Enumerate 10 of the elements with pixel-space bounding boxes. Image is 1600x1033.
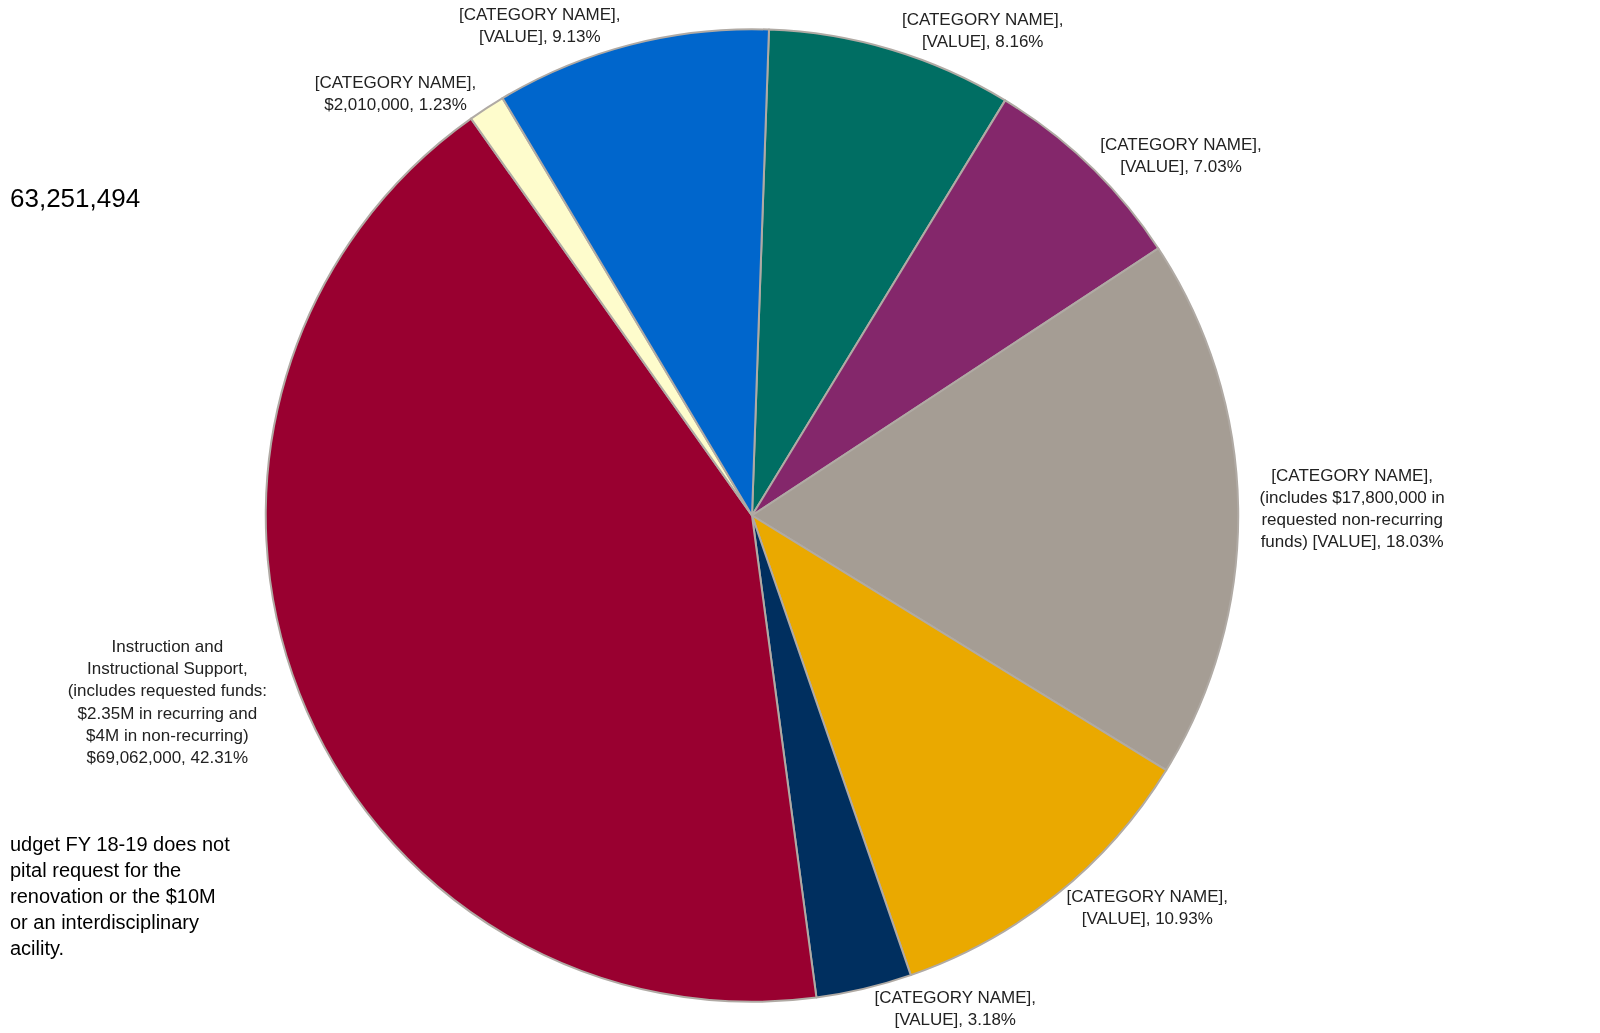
text: 63,251,494 [10, 183, 141, 213]
slice-label: [CATEGORY NAME], [VALUE], 10.93% [1066, 886, 1229, 928]
slice-label: [CATEGORY NAME], [VALUE], 9.13% [458, 4, 621, 46]
slice-label: [CATEGORY NAME], [VALUE], 3.18% [874, 987, 1036, 1029]
slice-label: [CATEGORY NAME], (includes $17,800,000 in requested non-recurring funds) [VALUE], 18.03% [1259, 465, 1445, 551]
slice-label: [CATEGORY NAME], $2,010,000, 1.23% [314, 73, 477, 115]
slice-label: [CATEGORY NAME], [VALUE], 7.03% [1100, 134, 1262, 176]
slice-label: [CATEGORY NAME], [VALUE], 8.16% [901, 10, 1064, 52]
text: udget FY 18-19 does not pital request for the renovation or the $10M or an interdisciplinary acility. [10, 833, 231, 959]
slice-label: Instruction and Instructional Support,(includes requested funds: $2.35M in recurring and $4M in non-recurring) $69,062,000, 42.31% [67, 637, 268, 767]
